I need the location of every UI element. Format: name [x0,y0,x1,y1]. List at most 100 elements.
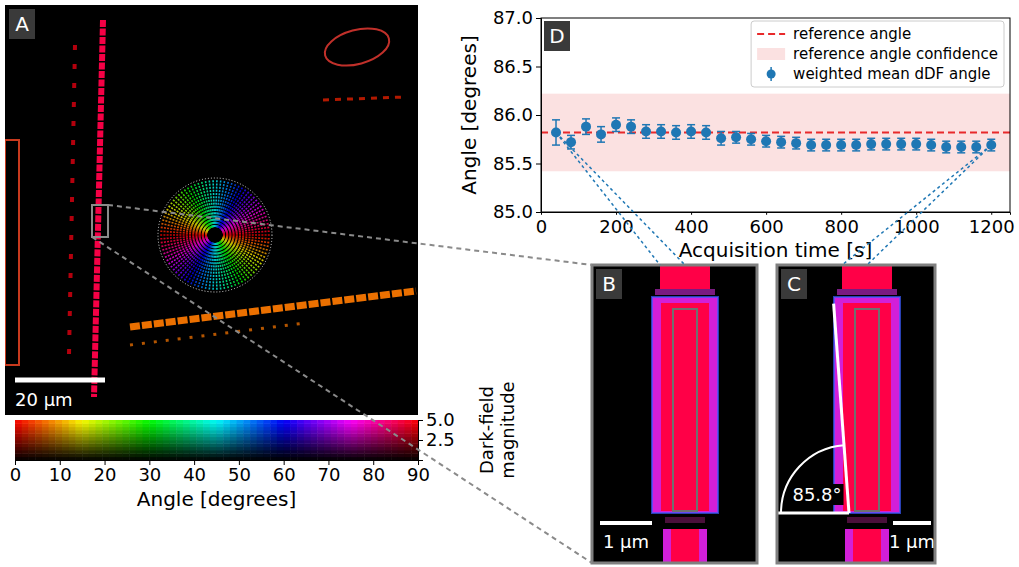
colorbar-cell [358,447,365,451]
reference-line [541,131,1010,133]
image-feature [181,192,210,229]
colorbar-cell [89,450,96,454]
colorbar-cell [116,440,123,444]
colorbar-cell [411,450,418,454]
colorbar-cell [143,440,150,444]
panel-letter-box [781,269,807,299]
colorbar-cell [163,430,170,434]
colorbar-cell [102,437,109,441]
colorbar-cell [344,427,351,431]
colorbar-cell [210,427,217,431]
reference-band [541,94,1010,172]
colorbar-cell [337,437,344,441]
colorbar-cell [223,427,230,431]
colorbar-cell [102,420,109,424]
point [911,139,921,149]
colorbar-cell [55,427,62,431]
colorbar-cell [210,420,217,424]
error-bar-cap [717,131,725,133]
colorbar-cell [149,443,156,447]
colorbar-cell [384,450,391,454]
colorbar-cell [156,420,163,424]
error-bar-cap [942,152,950,154]
colorbar-cell [210,457,217,461]
colorbar-cell [102,433,109,437]
colorbar-cell [190,423,197,427]
colorbar-cell [297,447,304,451]
colorbar-cell [371,453,378,457]
colorbar-cell [237,437,244,441]
colorbar-cell [129,440,136,444]
error-bar-cap [777,136,785,138]
colorbar-cell [15,427,22,431]
colorbar-cell [15,457,22,461]
legend-label: weighted mean dDF angle [793,65,990,83]
legend-swatch [767,70,776,79]
colorbar: 01020304050607080902.55.0Angle [degrees]… [10,381,518,511]
colorbar-cell [136,450,143,454]
error-bar-cap [987,150,995,152]
colorbar-cell [96,453,103,457]
colorbar-cell [378,433,385,437]
colorbar-cell [149,450,156,454]
colorbar-cell [297,450,304,454]
colorbar-cell [351,447,358,451]
image-feature [321,22,394,72]
point [596,129,606,139]
colorbar-cell [378,420,385,424]
colorbar-cell [324,437,331,441]
colorbar-cell [290,457,297,461]
colorbar-cell [163,420,170,424]
error-bar [792,137,800,149]
colorbar-cell [230,447,237,451]
colorbar-cell [331,427,338,431]
axis-line [419,421,424,461]
colorbar-cell [324,423,331,427]
error-bar-cap [867,149,875,151]
colorbar-cell [176,457,183,461]
colorbar-cell [169,437,176,441]
colorbar-cell [156,453,163,457]
colorbar-cell [22,443,29,447]
colorbar-cell [129,447,136,451]
colorbar-cell [190,453,197,457]
colorbar-cell [109,433,116,437]
colorbar-cell [391,450,398,454]
colorbar-cell [55,437,62,441]
colorbar-cell [15,437,22,441]
colorbar-cell [69,453,76,457]
colorbar-cell [22,450,29,454]
colorbar-cell [163,440,170,444]
colorbar-cell [364,430,371,434]
colorbar-cell [42,427,49,431]
point [686,126,696,136]
colorbar-cell [109,423,116,427]
colorbar-cell [344,423,351,427]
tick-mark [536,18,541,19]
image-background [777,265,935,563]
scale-bar [600,521,652,525]
colorbar-cell [190,420,197,424]
colorbar-cell [109,430,116,434]
point [836,140,846,150]
colorbar-cell [243,433,250,437]
tick-label: 40 [183,464,206,485]
colorbar-cell [217,450,224,454]
image-feature [216,243,221,290]
point [671,127,681,137]
colorbar-cell [28,450,35,454]
colorbar-cell [378,457,385,461]
colorbar-cell [358,450,365,454]
error-bar-cap [792,148,800,150]
colorbar-cell [331,447,338,451]
colorbar-cell [217,437,224,441]
colorbar-cell [15,430,22,434]
error-bar [927,139,935,151]
colorbar-cell [62,433,69,437]
colorbar-cell [257,423,264,427]
tick-label: 1000 [894,216,940,237]
image-feature [213,180,215,227]
colorbar-cell [15,450,22,454]
colorbar-cell [169,457,176,461]
point [866,139,876,149]
